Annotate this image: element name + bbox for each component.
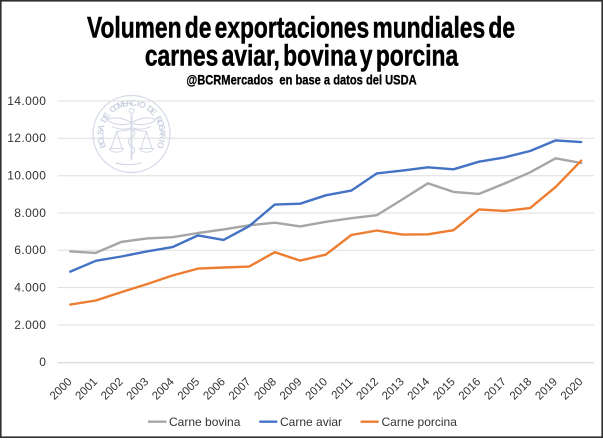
svg-text:E: E [121,98,129,109]
svg-text:I: I [136,98,140,108]
svg-text:R: R [157,133,168,141]
svg-text:R: R [126,98,134,108]
svg-text:L: L [95,133,105,139]
svg-text:A: A [95,124,106,132]
svg-text:6.000: 6.000 [14,243,46,257]
svg-text:0: 0 [39,355,46,369]
svg-text:Volumen de exportaciones mundi: Volumen de exportaciones mundiales de [87,11,515,45]
svg-text:B: B [97,140,109,149]
svg-text:R: R [153,114,165,125]
svg-text:D: D [145,103,156,115]
svg-text:C: C [107,103,118,115]
svg-text:@BCRMercados en base a datos: @BCRMercados en base a datos del USDA [186,73,416,88]
svg-text:D: D [98,114,110,124]
svg-text:S: S [95,129,105,136]
svg-text:carnes aviar, bovina y porcina: carnes aviar, bovina y porcina [145,39,458,73]
svg-text:2.000: 2.000 [14,318,46,332]
svg-text:10.000: 10.000 [7,169,46,183]
svg-text:I: I [157,139,167,144]
svg-text:O: O [138,99,148,111]
svg-text:O: O [95,136,106,145]
svg-text:S: S [157,124,168,132]
svg-text:Carne aviar: Carne aviar [280,415,342,429]
svg-text:12.000: 12.000 [7,131,46,145]
svg-text:A: A [157,129,167,136]
svg-text:E: E [101,110,113,121]
svg-text:O: O [155,140,167,150]
svg-text:C: C [130,98,137,108]
svg-text:Carne porcina: Carne porcina [382,415,458,429]
svg-text:O: O [155,118,167,128]
svg-text:14.000: 14.000 [7,94,46,108]
svg-text:Carne bovina: Carne bovina [169,415,241,429]
svg-text:O: O [111,101,122,113]
svg-text:M: M [115,99,125,111]
svg-text:8.000: 8.000 [14,206,46,220]
svg-text:4.000: 4.000 [14,280,46,294]
svg-text:E: E [148,106,159,117]
